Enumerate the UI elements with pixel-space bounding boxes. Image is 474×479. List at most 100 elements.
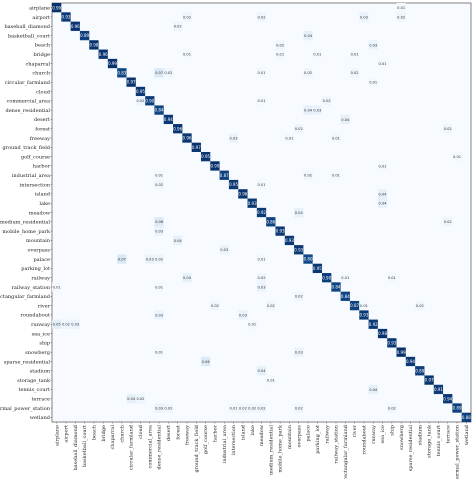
- row-label: stadium: [30, 369, 51, 375]
- offdiag-cell-value: 0.04: [304, 108, 313, 112]
- row-label: thermal_power_station: [0, 406, 51, 412]
- column-label: snowberg: [399, 424, 405, 450]
- diagonal-cell-value: 0.95: [201, 154, 210, 159]
- offdiag-cell: [182, 273, 192, 283]
- offdiag-cell-value: 0.03: [257, 285, 265, 289]
- diagonal-cell-value: 0.97: [192, 145, 201, 150]
- offdiag-cell: [266, 375, 276, 385]
- offdiag-cell: [256, 273, 267, 283]
- offdiag-cell: [340, 273, 350, 283]
- offdiag-cell-value: 0.03: [369, 43, 377, 47]
- column-label: basketball_court: [82, 425, 88, 467]
- offdiag-cell-value: 0.01: [332, 174, 340, 178]
- row-label: roundabout: [21, 313, 50, 319]
- diagonal-cell-value: 0.93: [294, 247, 303, 252]
- diagonal-cell-value: 0.96: [183, 136, 192, 141]
- row-label: runway: [31, 322, 50, 328]
- offdiag-cell: [228, 133, 239, 143]
- offdiag-cell-value: 0.03: [155, 313, 163, 317]
- diagonal-cell: [52, 3, 62, 13]
- offdiag-cell-value: 0.01: [155, 351, 163, 355]
- offdiag-cell-value: 0.06: [155, 220, 164, 224]
- diagonal-cell-value: 0.87: [220, 173, 229, 178]
- offdiag-cell: [163, 403, 174, 413]
- offdiag-cell-value: 0.01: [155, 285, 163, 289]
- offdiag-cell-value: 0.01: [230, 406, 238, 410]
- diagonal-cell: [312, 263, 323, 274]
- row-label: medium_residential: [0, 220, 50, 226]
- row-label: freeway: [30, 136, 50, 142]
- row-label: church: [32, 71, 50, 77]
- offdiag-cell: [256, 366, 267, 376]
- offdiag-cell: [154, 170, 164, 180]
- offdiag-cell-value: 0.06: [202, 360, 211, 364]
- offdiag-cell-value: 0.02: [304, 174, 312, 178]
- offdiag-cell-value: 0.02: [183, 15, 191, 19]
- offdiag-cell-value: 0.02: [155, 183, 163, 187]
- diagonal-cell-value: 0.93: [285, 238, 294, 243]
- diagonal-cell-value: 0.89: [80, 33, 89, 38]
- offdiag-cell: [154, 347, 164, 357]
- offdiag-cell: [368, 384, 378, 395]
- row-label: wetland: [30, 415, 51, 421]
- offdiag-cell: [173, 21, 183, 31]
- diagonal-cell: [200, 151, 211, 162]
- column-label: meadow: [259, 424, 265, 446]
- column-labels: airplane airport baseball_diamond basketbal…: [54, 422, 470, 479]
- heatmap-cells: 0.990.930.960.890.980.960.990.830.970.95…: [52, 3, 471, 422]
- row-label: rectangular_farmland: [0, 294, 51, 300]
- column-label: ground_track_field: [194, 424, 200, 472]
- offdiag-cell-value: 0.02: [351, 71, 359, 75]
- diagonal-cell: [228, 179, 239, 190]
- diagonal-cell-value: 0.97: [127, 80, 136, 85]
- row-label: storage_tank: [17, 378, 51, 384]
- column-label: stadium: [417, 425, 423, 446]
- offdiag-cell: [322, 96, 332, 106]
- row-label: ship: [39, 341, 50, 347]
- row-label: golf_course: [21, 154, 50, 160]
- diagonal-cell-value: 0.96: [99, 52, 108, 57]
- column-label: lake: [250, 425, 256, 436]
- diagonal-cell: [294, 245, 304, 255]
- offdiag-cell: [256, 282, 267, 292]
- offdiag-cell: [349, 68, 360, 78]
- row-label: island: [35, 192, 51, 198]
- offdiag-cell: [154, 226, 164, 236]
- diagonal-cell: [61, 12, 71, 22]
- diagonal-cell: [89, 40, 99, 50]
- offdiag-cell-value: 0.02: [267, 304, 275, 308]
- offdiag-cell-value: 0.02: [295, 127, 303, 131]
- column-label: harbor: [213, 424, 219, 442]
- offdiag-cell: [294, 124, 304, 134]
- diagonal-cell-value: 0.99: [397, 350, 406, 355]
- diagonal-cell: [433, 384, 444, 395]
- diagonal-cell-value: 0.89: [453, 406, 462, 411]
- column-label: desert: [166, 425, 172, 441]
- diagonal-cell: [349, 300, 360, 311]
- offdiag-cell: [396, 3, 406, 13]
- row-labels: airplane airport baseball_diamond basketbal…: [0, 5, 52, 421]
- offdiag-cell: [52, 319, 62, 329]
- column-label: commercial_area: [147, 425, 153, 468]
- diagonal-cell: [238, 189, 248, 199]
- offdiag-cell: [135, 394, 146, 404]
- diagonal-cell-value: 0.92: [369, 322, 378, 327]
- row-label: palace: [33, 257, 50, 263]
- offdiag-cell-value: 0.04: [341, 118, 350, 122]
- offdiag-cell-value: 0.01: [313, 53, 321, 57]
- row-label: ground_track_field: [2, 145, 50, 151]
- column-label: mountain: [287, 424, 293, 449]
- diagonal-cell-value: 0.99: [210, 164, 219, 169]
- row-label: mobile_home_park: [2, 229, 51, 235]
- diagonal-cell: [415, 366, 425, 376]
- offdiag-cell-value: 0.01: [285, 136, 293, 140]
- offdiag-cell: [415, 300, 425, 311]
- offdiag-cell: [275, 40, 285, 50]
- diagonal-cell-value: 0.96: [71, 24, 80, 29]
- diagonal-cell: [210, 161, 220, 171]
- offdiag-cell-value: 0.02: [444, 220, 452, 224]
- diagonal-cell-value: 0.90: [145, 98, 154, 103]
- offdiag-cell: [340, 114, 350, 125]
- diagonal-cell: [424, 375, 434, 385]
- diagonal-cell-value: 0.99: [108, 61, 117, 66]
